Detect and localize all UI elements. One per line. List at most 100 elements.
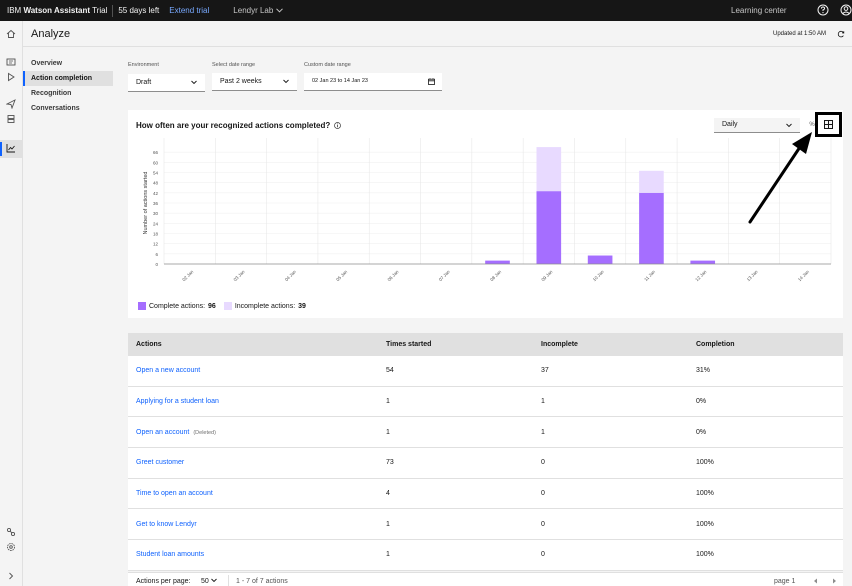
actions-icon[interactable] bbox=[6, 57, 16, 67]
brand-plan: Trial bbox=[92, 6, 108, 15]
integrations-icon[interactable] bbox=[6, 527, 16, 537]
x-tick-label: 05 Jan bbox=[335, 269, 348, 282]
expand-rail-icon[interactable] bbox=[6, 571, 16, 581]
page-indicator[interactable]: page 1 bbox=[774, 578, 796, 585]
next-page-icon[interactable] bbox=[832, 578, 837, 584]
info-icon[interactable] bbox=[334, 122, 342, 129]
help-icon[interactable] bbox=[817, 4, 829, 16]
completion-cell: 100% bbox=[696, 490, 714, 498]
workspace-name: Lendyr Lab bbox=[233, 6, 274, 15]
publish-icon[interactable] bbox=[6, 99, 16, 109]
col-times-started[interactable]: Times started bbox=[386, 341, 432, 348]
date-range-dropdown[interactable]: Past 2 weeks bbox=[212, 73, 297, 91]
action-link[interactable]: Greet customer bbox=[136, 459, 185, 467]
table-icon bbox=[824, 120, 833, 129]
refresh-icon[interactable] bbox=[837, 30, 845, 38]
previous-page-icon[interactable] bbox=[813, 578, 818, 584]
per-page-select[interactable]: 50 bbox=[201, 578, 217, 585]
stacked-bar-chart: 0 6 12 18 24 30 36 42 48 54 60 66 Number of actions … bbox=[143, 138, 832, 282]
incomplete-cell: 0 bbox=[541, 520, 545, 528]
sidenav-item-overview[interactable]: Overview bbox=[31, 60, 63, 67]
table-row: Get to know Lendyr 1 0 100% bbox=[128, 509, 843, 541]
brand-product: Watson Assistant bbox=[23, 6, 90, 15]
bar-segment bbox=[485, 260, 510, 264]
bar-segment bbox=[536, 147, 562, 192]
table-row: Open a new account 54 37 31% bbox=[128, 356, 843, 387]
times-started-cell: 1 bbox=[386, 520, 390, 528]
x-tick-label: 11 Jan bbox=[643, 269, 656, 282]
learning-center-link[interactable]: Learning center bbox=[731, 6, 787, 15]
times-started-cell: 1 bbox=[386, 551, 390, 559]
incomplete-cell: 0 bbox=[541, 459, 545, 467]
granularity-dropdown[interactable]: Daily bbox=[714, 118, 800, 133]
action-completion-chart-card: How often are your recognized actions co… bbox=[128, 110, 843, 318]
percent-view-button[interactable]: % bbox=[809, 122, 815, 128]
bar-segment bbox=[639, 170, 664, 193]
times-started-cell: 73 bbox=[386, 459, 394, 467]
environment-dropdown[interactable]: Draft bbox=[128, 74, 205, 92]
preview-icon[interactable] bbox=[6, 72, 16, 82]
chevron-down-icon bbox=[786, 123, 792, 128]
bar-segment bbox=[690, 260, 716, 264]
incomplete-cell: 1 bbox=[541, 398, 545, 406]
completion-cell: 100% bbox=[696, 520, 714, 528]
header-divider bbox=[23, 46, 852, 47]
environment-label: Environment bbox=[128, 62, 159, 68]
user-icon[interactable] bbox=[840, 4, 852, 16]
incomplete-cell: 1 bbox=[541, 428, 545, 436]
y-tick-label: 60 bbox=[153, 160, 159, 165]
home-icon[interactable] bbox=[6, 29, 16, 39]
completion-cell: 0% bbox=[696, 428, 707, 436]
action-link[interactable]: Open a new account bbox=[136, 367, 201, 375]
action-link[interactable]: Applying for a student loan bbox=[136, 398, 219, 406]
custom-date-input[interactable]: 02 Jan 23 to 14 Jan 23 bbox=[304, 73, 442, 91]
page-title: Analyze bbox=[31, 28, 71, 40]
y-tick-label: 18 bbox=[153, 232, 159, 237]
x-tick-label: 07 Jan bbox=[438, 269, 451, 282]
col-actions[interactable]: Actions bbox=[136, 341, 162, 348]
bar-segment bbox=[536, 191, 562, 264]
col-incomplete[interactable]: Incomplete bbox=[541, 341, 578, 348]
product-brand[interactable]: IBM Watson Assistant Trial bbox=[0, 6, 107, 15]
sidenav-item-action-completion[interactable]: Action completion bbox=[23, 71, 113, 86]
completion-cell: 100% bbox=[696, 459, 714, 467]
incomplete-cell: 0 bbox=[541, 490, 545, 498]
sidenav-item-recognition[interactable]: Recognition bbox=[31, 90, 72, 97]
extend-trial-link[interactable]: Extend trial bbox=[169, 6, 210, 15]
table-view-button[interactable] bbox=[815, 112, 842, 137]
action-link[interactable]: Open an account bbox=[136, 428, 190, 436]
divider bbox=[228, 575, 229, 586]
date-range-value: Past 2 weeks bbox=[220, 78, 262, 85]
incomplete-swatch bbox=[223, 302, 232, 310]
action-link[interactable]: Time to open an account bbox=[136, 490, 213, 498]
workspace-switcher[interactable]: Lendyr Lab bbox=[233, 6, 284, 15]
sidenav-item-conversations[interactable]: Conversations bbox=[31, 105, 80, 112]
updated-timestamp: Updated at 1:50 AM bbox=[773, 31, 827, 37]
action-link[interactable]: Get to know Lendyr bbox=[136, 520, 197, 528]
action-link[interactable]: Student loan amounts bbox=[136, 551, 205, 559]
x-tick-label: 10 Jan bbox=[592, 269, 605, 282]
col-completion[interactable]: Completion bbox=[696, 341, 735, 348]
top-bar: IBM Watson Assistant Trial 55 days left … bbox=[0, 0, 852, 21]
left-rail bbox=[0, 21, 23, 586]
bar-segment bbox=[639, 192, 664, 264]
y-tick-label: 30 bbox=[153, 211, 159, 216]
times-started-cell: 1 bbox=[386, 428, 390, 436]
table-header: Actions Times started Incomplete Complet… bbox=[128, 333, 843, 356]
analyze-icon[interactable] bbox=[6, 143, 16, 153]
environments-icon[interactable] bbox=[6, 114, 16, 124]
chevron-down-icon bbox=[191, 80, 197, 85]
chevron-down-icon bbox=[210, 578, 217, 583]
chart-title: How often are your recognized actions co… bbox=[136, 121, 342, 130]
legend-complete-label: Complete actions: bbox=[149, 302, 206, 310]
rail-active-indicator bbox=[0, 142, 2, 156]
brand-ibm: IBM bbox=[7, 6, 22, 15]
annotation-arrow-icon bbox=[748, 132, 812, 224]
y-tick-label: 6 bbox=[155, 252, 158, 257]
y-tick-label: 12 bbox=[153, 242, 159, 247]
table-row: Time to open an account 4 0 100% bbox=[128, 478, 843, 510]
pagination-range: 1 - 7 of 7 actions bbox=[236, 578, 288, 585]
chart-title-text: How often are your recognized actions co… bbox=[136, 121, 331, 130]
chart-legend: Complete actions: 96 Incomplete actions:… bbox=[138, 302, 314, 310]
settings-icon[interactable] bbox=[6, 542, 16, 552]
